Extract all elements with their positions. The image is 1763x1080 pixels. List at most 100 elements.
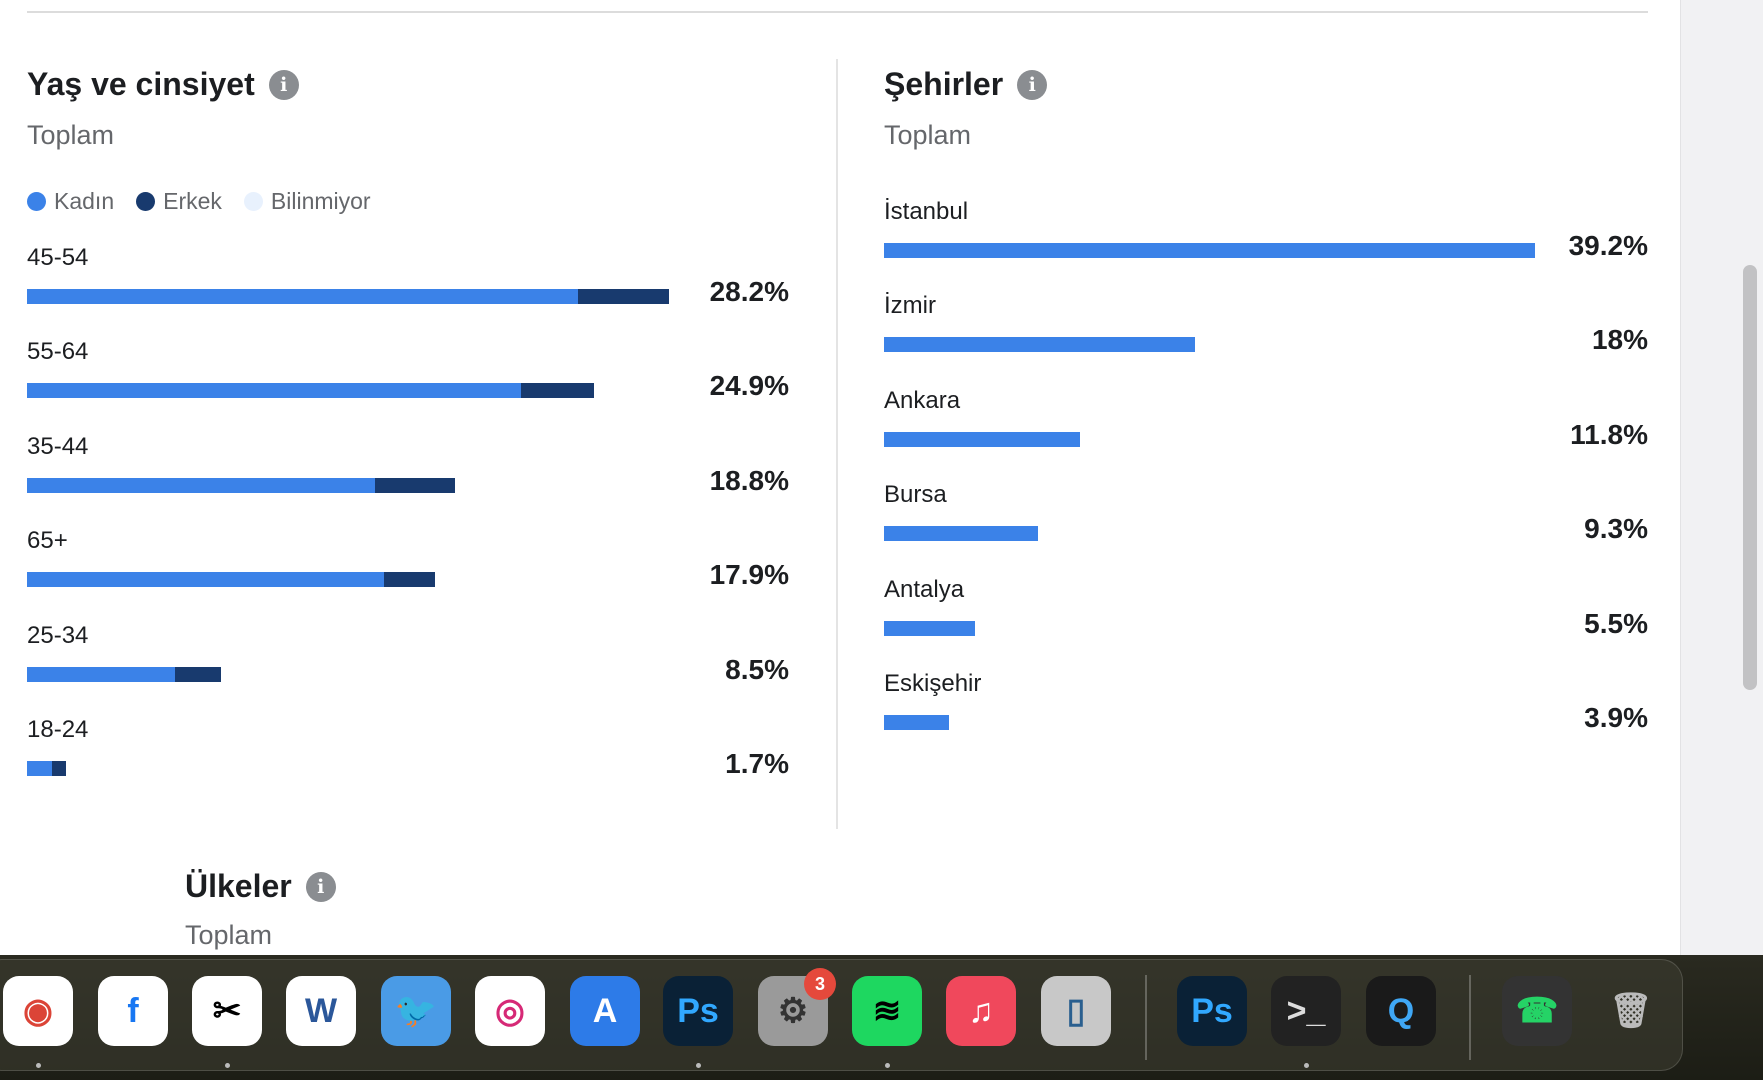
cities-heading: Şehirler i xyxy=(884,66,1048,103)
dock-app-photoshop-2[interactable]: Ps xyxy=(1177,976,1247,1046)
dock-app-music[interactable]: ♫ xyxy=(946,976,1016,1046)
dock-app-spotify[interactable]: ≋ xyxy=(852,976,922,1046)
city-bar xyxy=(884,715,949,730)
city-percent: 18% xyxy=(1591,324,1648,356)
bar-segment-male xyxy=(384,572,435,588)
bar-segment-male xyxy=(577,289,669,304)
age-bar xyxy=(27,383,594,399)
bar-segment-male xyxy=(521,383,594,399)
bar-segment-male xyxy=(375,477,455,493)
dock-app-app-store[interactable]: A xyxy=(570,976,640,1046)
facebook-icon: f xyxy=(127,991,139,1030)
cities-title: Şehirler xyxy=(884,66,1004,102)
scrollbar-thumb[interactable] xyxy=(1743,265,1757,690)
dock-app-facebook[interactable]: f xyxy=(98,976,168,1046)
insights-page: Yaş ve cinsiyet i Toplam Kadın Erkek Bilin… xyxy=(27,11,1648,950)
running-indicator xyxy=(696,1063,701,1068)
info-icon[interactable]: i xyxy=(268,69,299,100)
running-indicator xyxy=(225,1063,230,1068)
dock-app-twitter[interactable]: 🐦 xyxy=(381,976,451,1046)
age-label: 55-64 xyxy=(27,338,89,366)
chrome-icon: ◉ xyxy=(23,992,53,1030)
legend-label: Kadın xyxy=(54,188,115,214)
info-icon[interactable]: i xyxy=(305,871,336,902)
dock-separator xyxy=(1469,975,1471,1060)
bar-segment-female xyxy=(27,289,578,304)
dock-app-whatsapp-window[interactable]: ☎ xyxy=(1502,976,1572,1046)
city-label: İstanbul xyxy=(884,198,969,225)
quicktime-icon: Q xyxy=(1387,991,1415,1030)
running-indicator xyxy=(36,1063,41,1068)
age-bar xyxy=(27,572,435,588)
city-label: İzmir xyxy=(884,292,936,320)
legend-dot xyxy=(136,192,156,211)
city-label: Antalya xyxy=(884,575,965,603)
countries-title: Ülkeler xyxy=(185,868,292,904)
section-divider xyxy=(27,11,1648,13)
city-bar xyxy=(884,526,1039,542)
dock-app-trash[interactable]: 🗑 xyxy=(1596,976,1666,1046)
age-percent: 28.2% xyxy=(709,276,789,307)
bar-segment-female xyxy=(27,383,522,399)
dock-app-word[interactable]: W xyxy=(286,976,356,1046)
age-bar xyxy=(27,666,221,682)
legend-label: Bilinmiyor xyxy=(270,188,371,214)
city-label: Eskişehir xyxy=(884,670,982,697)
bar-segment-female xyxy=(27,666,175,682)
dock-app-quicktime[interactable]: Q xyxy=(1366,976,1436,1046)
age-gender-subtitle: Toplam xyxy=(27,120,115,150)
dock-app-terminal[interactable]: >_ xyxy=(1271,976,1341,1046)
age-percent: 8.5% xyxy=(725,653,789,685)
dock-app-capcut[interactable]: ✂ xyxy=(192,976,262,1046)
bar-segment-female xyxy=(27,761,53,776)
iphone-mirroring-icon: ▯ xyxy=(1066,992,1086,1030)
countries-subtitle: Toplam xyxy=(185,920,273,950)
age-bar xyxy=(27,289,669,304)
info-icon[interactable]: i xyxy=(1017,69,1048,100)
app-store-icon: A xyxy=(592,991,618,1030)
photoshop-icon: Ps xyxy=(677,991,719,1030)
city-percent: 5.5% xyxy=(1584,607,1648,639)
terminal-icon: >_ xyxy=(1286,991,1326,1030)
instagram-icon: ◎ xyxy=(495,992,525,1030)
word-icon: W xyxy=(304,991,338,1030)
legend-item-bilinmiyor[interactable]: Bilinmiyor xyxy=(243,188,371,215)
city-bar xyxy=(884,243,1535,258)
age-percent: 18.8% xyxy=(709,464,789,496)
whatsapp-window-icon: ☎ xyxy=(1515,992,1559,1030)
age-label: 35-44 xyxy=(27,432,89,460)
city-percent: 9.3% xyxy=(1584,513,1648,545)
city-percent: 3.9% xyxy=(1584,702,1648,733)
notification-badge: 3 xyxy=(804,968,836,1000)
dock-app-instagram[interactable]: ◎ xyxy=(475,976,545,1046)
age-label: 65+ xyxy=(27,527,68,555)
legend-dot xyxy=(27,192,46,211)
city-label: Ankara xyxy=(884,386,961,414)
age-percent: 24.9% xyxy=(709,370,789,402)
capcut-icon: ✂ xyxy=(212,992,242,1030)
legend-item-erkek[interactable]: Erkek xyxy=(136,188,222,215)
running-indicator xyxy=(1304,1063,1309,1068)
legend: Kadın Erkek Bilinmiyor xyxy=(27,188,371,215)
countries-heading: Ülkeler i xyxy=(185,868,336,905)
dock-app-iphone-mirroring[interactable]: ▯ xyxy=(1041,976,1111,1046)
legend-item-kadın[interactable]: Kadın xyxy=(27,188,114,215)
photoshop-2-icon: Ps xyxy=(1191,991,1233,1030)
bar-segment-male xyxy=(174,666,221,682)
legend-label: Erkek xyxy=(163,188,222,214)
cities-subtitle: Toplam xyxy=(884,120,972,150)
running-indicator xyxy=(885,1063,890,1068)
dock-app-photoshop[interactable]: Ps xyxy=(663,976,733,1046)
dock-app-chrome[interactable]: ◉ xyxy=(3,976,73,1046)
dock-app-system-settings[interactable]: ⚙ 3 xyxy=(758,968,836,1046)
age-label: 45-54 xyxy=(27,244,89,271)
city-percent: 39.2% xyxy=(1568,230,1648,261)
trash-icon: 🗑 xyxy=(1609,992,1653,1030)
bar-segment-female xyxy=(27,477,376,493)
dock-separator xyxy=(1145,975,1147,1060)
city-bar xyxy=(884,620,976,636)
age-percent: 17.9% xyxy=(709,559,789,591)
city-percent: 11.8% xyxy=(1570,418,1648,450)
music-icon: ♫ xyxy=(968,991,994,1030)
column-divider xyxy=(836,59,838,829)
